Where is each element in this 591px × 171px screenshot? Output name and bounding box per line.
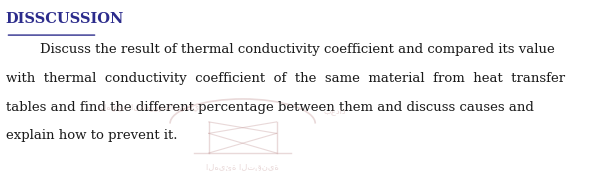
Text: الهيئة الكهرومكانيكية: الهيئة الكهرومكانيكية — [98, 103, 203, 112]
Text: explain how to prevent it.: explain how to prevent it. — [5, 129, 177, 142]
Text: بغداد: بغداد — [323, 106, 346, 115]
Text: with  thermal  conductivity  coefficient  of  the  same  material  from  heat  t: with thermal conductivity coefficient of… — [5, 72, 564, 85]
Text: DISSCUSSION: DISSCUSSION — [5, 12, 124, 26]
Text: tables and find the different percentage between them and discuss causes and: tables and find the different percentage… — [5, 101, 534, 114]
Text: الهيئة التقنية: الهيئة التقنية — [206, 162, 279, 171]
Text: Discuss the result of thermal conductivity coefficient and compared its value: Discuss the result of thermal conductivi… — [5, 43, 554, 56]
